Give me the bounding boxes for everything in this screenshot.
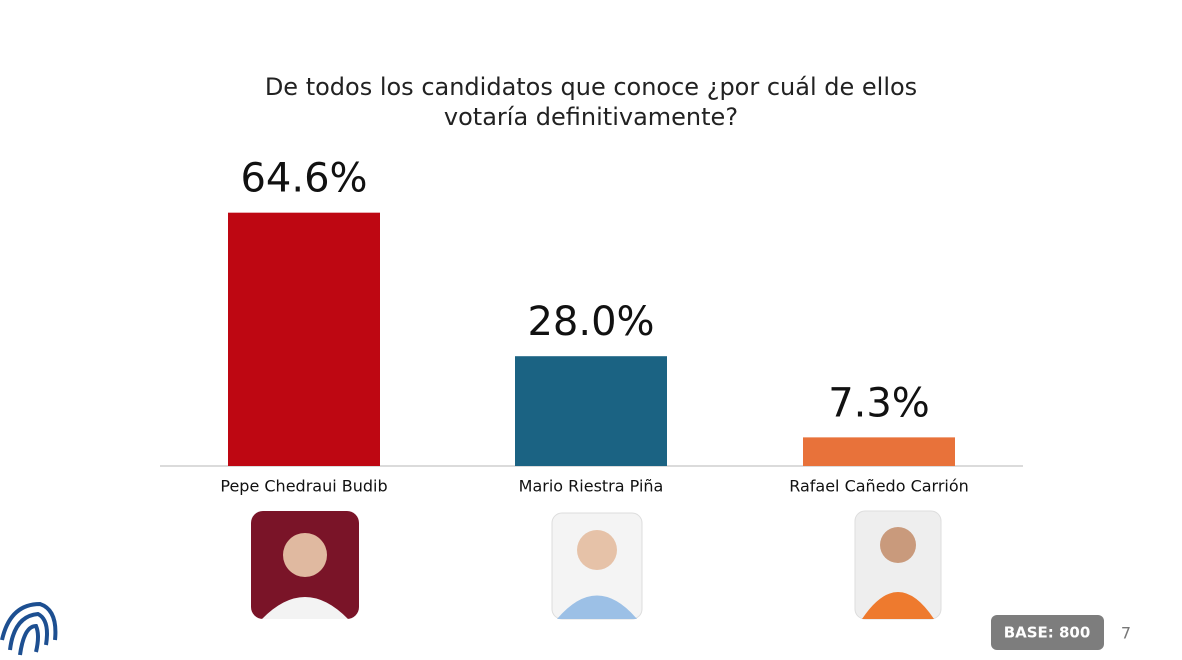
- photo-body: [262, 597, 348, 619]
- logo-arc: [8, 611, 49, 651]
- bar: [515, 356, 667, 466]
- logo-arc: [18, 623, 40, 656]
- category-label: Mario Riestra Piña: [519, 477, 664, 496]
- bar: [803, 437, 955, 466]
- photo-body: [557, 595, 637, 619]
- category-label: Pepe Chedraui Budib: [220, 477, 387, 496]
- photo-face: [880, 527, 916, 563]
- base-badge: [991, 615, 1104, 650]
- value-label: 64.6%: [240, 156, 367, 202]
- category-label: Rafael Cañedo Carrión: [789, 477, 969, 496]
- value-label: 7.3%: [828, 380, 930, 426]
- photo-face: [283, 533, 327, 577]
- photo-body: [862, 592, 934, 619]
- page-number: 7: [1121, 624, 1131, 643]
- value-label: 28.0%: [527, 299, 654, 345]
- logo: [0, 601, 58, 656]
- bar: [228, 212, 380, 466]
- base-label: BASE: 800: [1004, 624, 1091, 642]
- photo-face: [577, 530, 617, 570]
- photos: [251, 510, 942, 620]
- chart-title: De todos los candidatos que conoce ¿por …: [264, 73, 918, 131]
- logo-arc: [0, 601, 58, 641]
